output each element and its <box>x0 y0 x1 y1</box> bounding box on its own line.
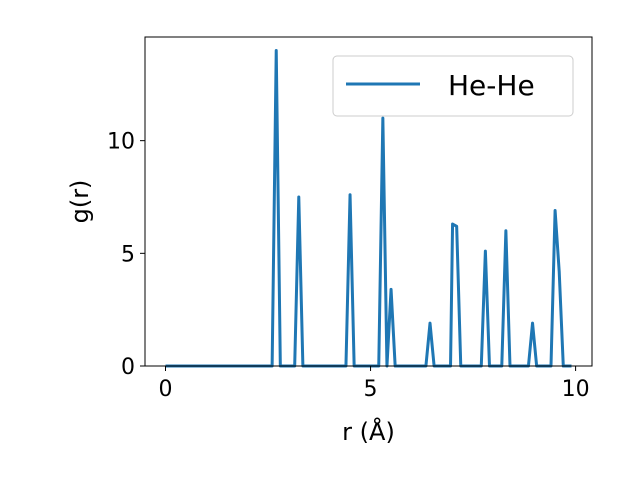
axes-frame <box>144 36 593 367</box>
y-tick-label: 10 <box>107 130 135 155</box>
legend-label-he-he: He-He <box>448 69 535 102</box>
legend-box <box>332 55 574 117</box>
y-axis-label: g(r) <box>66 180 94 224</box>
x-tick-label: 10 <box>562 377 590 402</box>
x-tick-label: 0 <box>159 377 173 402</box>
x-tick-label: 5 <box>364 377 378 402</box>
axis-ticks: 0 5 10 0 5 10 <box>107 130 590 402</box>
legend: He-He <box>332 55 574 117</box>
y-tick-label: 5 <box>121 242 135 267</box>
x-axis-label: r (Å) <box>342 417 395 446</box>
y-tick-label: 0 <box>121 355 135 380</box>
